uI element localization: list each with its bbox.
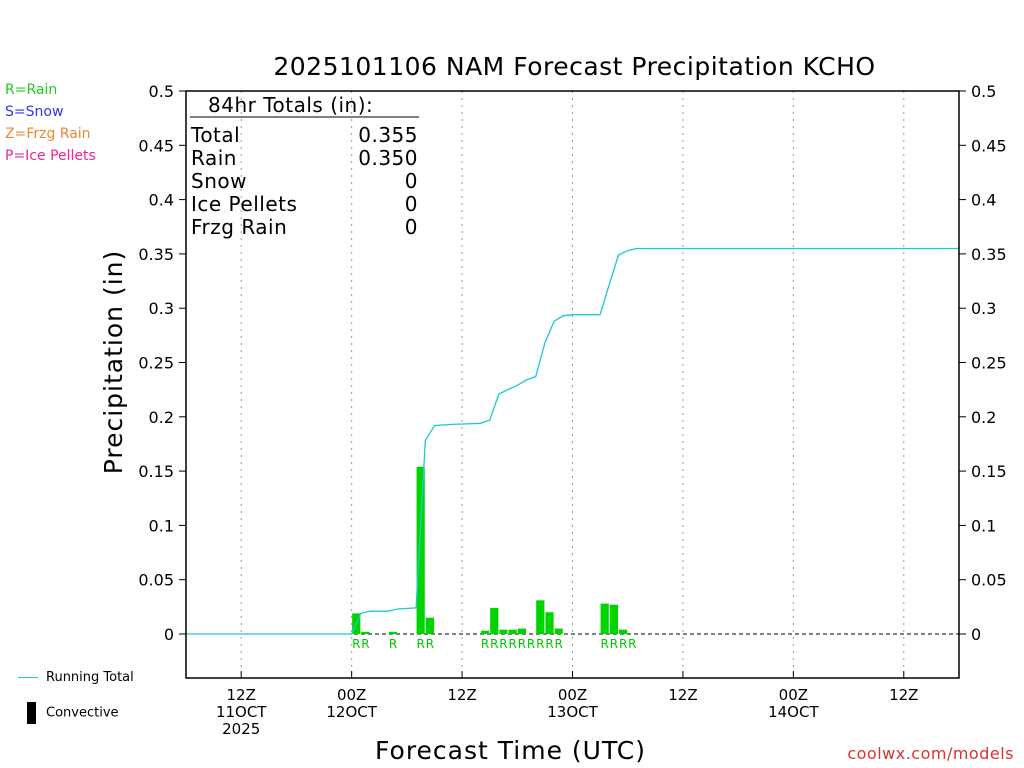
precip-bar [416,466,425,634]
y-tick-label-right: 0.25 [971,354,1007,373]
totals-label: Frzg Rain [191,215,287,239]
precip-type-label: R [490,637,498,651]
x-tick-label: 00Z [558,686,587,704]
totals-header: 84hr Totals (in): [208,93,373,117]
totals-label: Rain [191,146,237,170]
y-tick-label-right: 0.5 [971,82,996,101]
convective-bar-icon [27,702,36,724]
precip-type-legend: R=Rain S=Snow Z=Frzg Rain P=Ice Pellets [5,79,96,167]
y-tick-label-right: 0.05 [971,571,1007,590]
precip-bar [480,630,490,634]
precip-type-label: R [426,637,434,651]
precip-bar [490,607,499,634]
y-axis-label: Precipitation (in) [99,250,128,475]
running-total-line-icon [18,677,38,678]
precip-type-label: R [601,637,609,651]
precip-type-label: R [536,637,544,651]
precip-bar [545,612,554,634]
precip-type-label: R [619,637,627,651]
precip-bar [517,628,526,634]
legend-frzg-rain: Z=Frzg Rain [5,126,91,142]
precip-bar [361,631,370,634]
precip-type-label: R [610,637,618,651]
x-tick-label: 2025 [222,720,260,738]
precip-bar [600,603,609,634]
precip-bar [499,629,508,634]
legend-ice-pellets: P=Ice Pellets [5,148,96,164]
precip-bar [388,631,398,634]
x-tick-label: 12Z [447,686,476,704]
precip-type-label: R [527,637,535,651]
running-total-legend: Running Total [18,670,134,685]
precip-bar [425,617,434,634]
x-tick-label: 11OCT [216,703,267,721]
y-tick-label-right: 0.2 [971,408,996,427]
y-tick-label-left: 0.4 [149,191,174,210]
y-tick-label-right: 0.35 [971,245,1007,264]
y-tick-label-left: 0.2 [149,408,174,427]
running-total-line [186,247,959,635]
y-tick-label-left: 0.35 [138,245,174,264]
y-tick-label-right: 0.3 [971,299,996,318]
precip-bar [619,629,628,634]
x-tick-label: 12Z [668,686,697,704]
precip-type-label: R [509,637,517,651]
x-tick-label: 13OCT [547,703,598,721]
precip-type-label: R [628,637,636,651]
totals-label: Ice Pellets [191,192,297,216]
x-tick-label: 00Z [337,686,366,704]
precip-bar [554,628,563,634]
precip-type-label: R [518,637,526,651]
precip-type-label: R [389,637,397,651]
x-tick-label: 00Z [779,686,808,704]
precip-type-label: R [361,637,369,651]
totals-value: 0 [405,215,418,239]
credit-text: coolwx.com/models [847,744,1014,763]
y-tick-label-right: 0.15 [971,462,1007,481]
totals-value: 0.355 [358,123,418,147]
precip-bar [609,604,619,634]
y-tick-label-right: 0.1 [971,516,996,535]
totals-value: 0 [405,169,418,193]
precip-type-label: R [545,637,553,651]
y-tick-label-left: 0.3 [149,299,174,318]
x-tick-label: 12OCT [326,703,377,721]
x-axis-label: Forecast Time (UTC) [375,736,646,765]
y-tick-label-left: 0.1 [149,516,174,535]
convective-label: Convective [46,705,119,721]
totals-label: Snow [191,169,247,193]
y-tick-label-left: 0 [164,625,174,644]
y-tick-label-left: 0.15 [138,462,174,481]
totals-value: 0 [405,192,418,216]
x-tick-label: 14OCT [768,703,819,721]
convective-legend: Convective [27,702,119,724]
legend-rain: R=Rain [5,82,58,98]
y-tick-label-right: 0 [971,625,981,644]
precip-type-label: R [416,637,424,651]
y-tick-label-right: 0.45 [971,136,1007,155]
totals-value: 0.350 [358,146,418,170]
precip-type-label: R [352,637,360,651]
precip-type-label: R [499,637,507,651]
running-total-label: Running Total [46,670,134,685]
totals-label: Total [190,123,240,147]
y-tick-label-left: 0.5 [149,82,174,101]
y-tick-label-left: 0.45 [138,136,174,155]
x-tick-label: 12Z [227,686,256,704]
x-tick-label: 12Z [889,686,918,704]
precip-type-label: R [481,637,489,651]
legend-snow: S=Snow [5,104,64,120]
precip-bar [508,629,517,634]
chart-title: 2025101106 NAM Forecast Precipitation KC… [273,52,875,81]
precip-bar [536,600,545,634]
y-tick-label-left: 0.05 [138,571,174,590]
precip-type-label: R [555,637,563,651]
y-tick-label-right: 0.4 [971,191,996,210]
y-tick-label-left: 0.25 [138,354,174,373]
